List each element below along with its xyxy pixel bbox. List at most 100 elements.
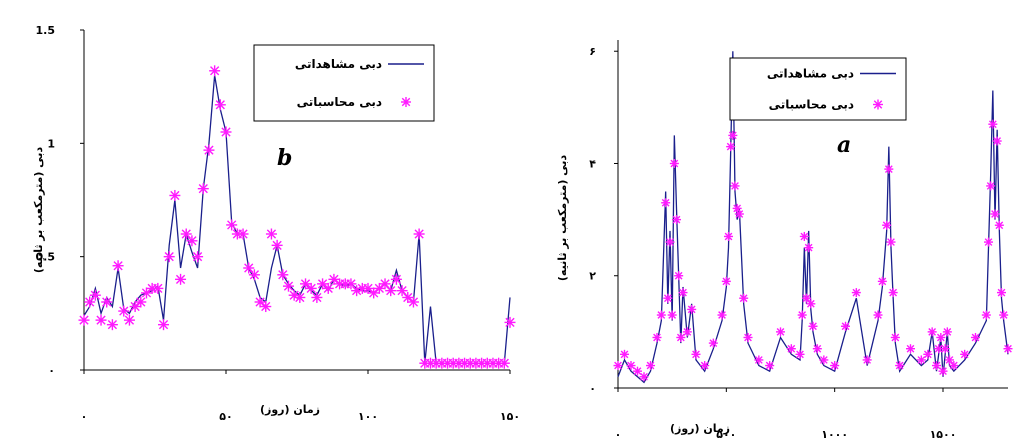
data-point-marker	[95, 314, 107, 326]
data-point-marker	[186, 235, 198, 247]
data-point-marker	[999, 310, 1009, 320]
data-point-marker	[776, 327, 785, 337]
data-point-marker	[797, 310, 807, 320]
x-tick-label: ۵۰۰	[716, 428, 736, 441]
data-point-marker	[988, 119, 998, 129]
data-point-marker	[945, 355, 954, 365]
data-point-marker	[663, 293, 673, 303]
data-point-marker	[180, 228, 192, 240]
data-point-marker	[960, 349, 970, 359]
data-point-marker	[277, 269, 289, 281]
data-point-marker	[271, 239, 283, 251]
y-tick-label: ۶	[589, 45, 596, 58]
x-tick-label: ۱۰۰۰	[821, 428, 848, 441]
data-point-marker	[613, 361, 623, 371]
data-point-marker	[799, 231, 809, 241]
data-point-marker	[220, 126, 232, 138]
data-point-marker	[806, 299, 816, 309]
y-tick-label: 0.5	[36, 251, 56, 264]
legend-marker-sample	[401, 97, 411, 107]
data-point-marker	[888, 288, 898, 298]
data-point-marker	[626, 361, 636, 371]
data-point-marker	[652, 332, 662, 342]
data-point-marker	[84, 296, 96, 308]
data-point-marker	[203, 144, 215, 156]
data-point-marker	[672, 215, 681, 225]
data-point-marker	[396, 285, 408, 297]
legend-box	[729, 57, 907, 121]
data-point-marker	[214, 99, 226, 111]
data-point-marker	[812, 344, 822, 354]
data-point-marker	[656, 310, 666, 320]
series-markers-computed	[613, 119, 1013, 382]
x-tick-label: ۱۵۰	[500, 410, 520, 423]
data-point-marker	[938, 366, 948, 376]
data-point-marker	[940, 344, 950, 354]
y-tick-label: 1	[47, 137, 55, 150]
data-point-marker	[294, 291, 306, 303]
data-point-marker	[407, 296, 419, 308]
legend-box	[253, 44, 435, 122]
data-point-marker	[802, 293, 811, 303]
data-point-marker	[123, 314, 135, 326]
data-point-marker	[700, 361, 710, 371]
data-point-marker	[851, 288, 861, 298]
data-point-marker	[808, 321, 818, 331]
data-point-marker	[886, 237, 896, 247]
data-point-marker	[687, 304, 697, 314]
data-point-marker	[345, 278, 357, 290]
data-point-marker	[890, 332, 900, 342]
y-axis-label: دبی (مترمکعب بر ثانیه)	[32, 147, 45, 274]
legend-label: دبی محاسباتی	[769, 98, 854, 112]
data-point-marker	[765, 361, 775, 371]
data-point-marker	[402, 291, 414, 303]
data-point-marker	[282, 280, 294, 292]
data-point-marker	[997, 288, 1006, 298]
data-point-marker	[620, 349, 629, 359]
data-point-marker	[994, 220, 1004, 230]
data-point-marker	[373, 282, 385, 294]
data-point-marker	[676, 332, 686, 342]
data-point-marker	[260, 301, 272, 313]
data-point-marker	[932, 361, 941, 371]
data-point-marker	[300, 278, 312, 290]
data-point-marker	[734, 209, 744, 219]
data-point-marker	[169, 189, 181, 201]
data-point-marker	[730, 181, 740, 191]
data-point-marker	[413, 228, 425, 240]
data-point-marker	[682, 327, 692, 337]
data-point-marker	[841, 321, 850, 331]
data-point-marker	[311, 291, 323, 303]
data-point-marker	[743, 332, 753, 342]
data-point-marker	[163, 251, 175, 263]
data-point-marker	[691, 349, 701, 359]
data-point-marker	[721, 276, 731, 286]
data-point-marker	[129, 301, 141, 313]
data-point-marker	[877, 276, 887, 286]
data-point-marker	[175, 273, 187, 285]
data-point-marker	[986, 181, 996, 191]
y-tick-label: ۲	[589, 270, 596, 283]
data-point-marker	[237, 228, 249, 240]
x-tick-label: ۰	[615, 428, 622, 441]
data-point-marker	[89, 289, 101, 301]
data-point-marker	[726, 142, 736, 152]
data-point-marker	[1003, 344, 1013, 354]
data-point-marker	[101, 296, 113, 308]
legend: دبی مشاهداتی دبی محاسباتی	[253, 44, 435, 122]
data-point-marker	[498, 357, 510, 369]
data-point-marker	[992, 136, 1002, 146]
data-point-marker	[362, 282, 374, 294]
data-point-marker	[678, 288, 688, 298]
data-point-marker	[112, 260, 124, 272]
data-point-marker	[728, 130, 738, 140]
data-point-marker	[674, 271, 684, 281]
data-point-marker	[639, 372, 649, 382]
data-point-marker	[739, 293, 749, 303]
data-point-marker	[927, 327, 937, 337]
data-point-marker	[862, 355, 872, 365]
data-point-marker	[385, 285, 397, 297]
data-point-marker	[819, 355, 829, 365]
data-point-marker	[665, 237, 675, 247]
panel-label: b	[277, 145, 292, 171]
